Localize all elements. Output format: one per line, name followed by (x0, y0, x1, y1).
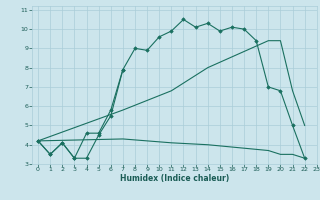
X-axis label: Humidex (Indice chaleur): Humidex (Indice chaleur) (120, 174, 229, 183)
